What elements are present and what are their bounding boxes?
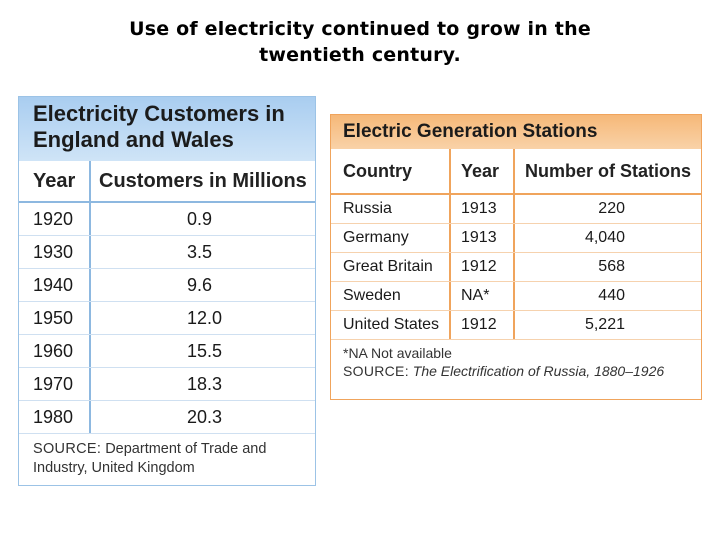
customers-cell: 3.5 [89,236,315,268]
country-cell: United States [343,316,440,333]
source-label: SOURCE: [343,363,409,379]
stations-cell: 5,221 [513,311,701,339]
country-cell: Russia [343,200,392,217]
stations-cell: 568 [513,253,701,281]
year-cell: 1912 [449,311,513,339]
table-row: Sweden NA* 440 [331,282,701,311]
slide-title-line-1: Use of electricity continued to grow in … [129,18,591,40]
year-cell: 1913 [449,224,513,252]
footnote: *NA Not available [343,345,452,361]
source-text: The Electrification of Russia, 1880–1926 [412,363,665,379]
customers-cell: 18.3 [89,368,315,400]
country-cell: Sweden [343,287,401,304]
table-row: Germany 1913 4,040 [331,224,701,253]
stations-table-title: Electric Generation Stations [331,115,701,149]
column-header-year: Year [33,169,76,192]
table-row: United States 1912 5,221 [331,311,701,340]
table-row: 1940 9.6 [19,269,315,302]
source-label: SOURCE: [33,441,102,457]
year-cell: 1950 [33,307,74,328]
column-header-country: Country [343,160,412,181]
year-cell: 1940 [33,274,74,295]
customers-cell: 12.0 [89,302,315,334]
year-cell: 1913 [449,195,513,223]
customers-cell: 15.5 [89,335,315,367]
column-header-customers: Customers in Millions [89,161,315,201]
stations-source-note: SOURCE: The Electrification of Russia, 1… [343,362,689,380]
table-row: 1970 18.3 [19,368,315,401]
year-cell: 1912 [449,253,513,281]
year-cell: NA* [449,282,513,310]
stations-cell: 4,040 [513,224,701,252]
column-header-stations: Number of Stations [513,149,701,193]
stations-table: Electric Generation Stations Country Yea… [330,114,702,400]
table-row: Russia 1913 220 [331,195,701,224]
table-row: 1950 12.0 [19,302,315,335]
country-cell: Great Britain [343,258,433,275]
table-row: Great Britain 1912 568 [331,253,701,282]
customers-table: Electricity Customers in England and Wal… [18,96,316,486]
year-cell: 1930 [33,241,74,262]
year-cell: 1970 [33,373,74,394]
stations-cell: 440 [513,282,701,310]
table-row: 1980 20.3 [19,401,315,434]
source-text: Department of Trade and Industry, United… [33,441,267,476]
table-row: 1930 3.5 [19,236,315,269]
slide-title: Use of electricity continued to grow in … [60,16,660,68]
customers-table-title: Electricity Customers in England and Wal… [19,97,315,161]
year-cell: 1960 [33,340,74,361]
customers-cell: 20.3 [89,401,315,433]
customers-cell: 9.6 [89,269,315,301]
slide-title-line-2: twentieth century. [259,44,461,66]
stations-table-header: Country Year Number of Stations [331,149,701,195]
year-cell: 1980 [33,406,74,427]
table-row: 1960 15.5 [19,335,315,368]
country-cell: Germany [343,229,409,246]
column-header-year: Year [449,149,513,193]
stations-notes: *NA Not available SOURCE: The Electrific… [331,340,701,380]
customers-source-note: SOURCE: Department of Trade and Industry… [19,434,315,478]
stations-cell: 220 [513,195,701,223]
customers-table-header: Year Customers in Millions [19,161,315,203]
table-row: 1920 0.9 [19,203,315,236]
year-cell: 1920 [33,208,74,229]
customers-cell: 0.9 [89,203,315,235]
